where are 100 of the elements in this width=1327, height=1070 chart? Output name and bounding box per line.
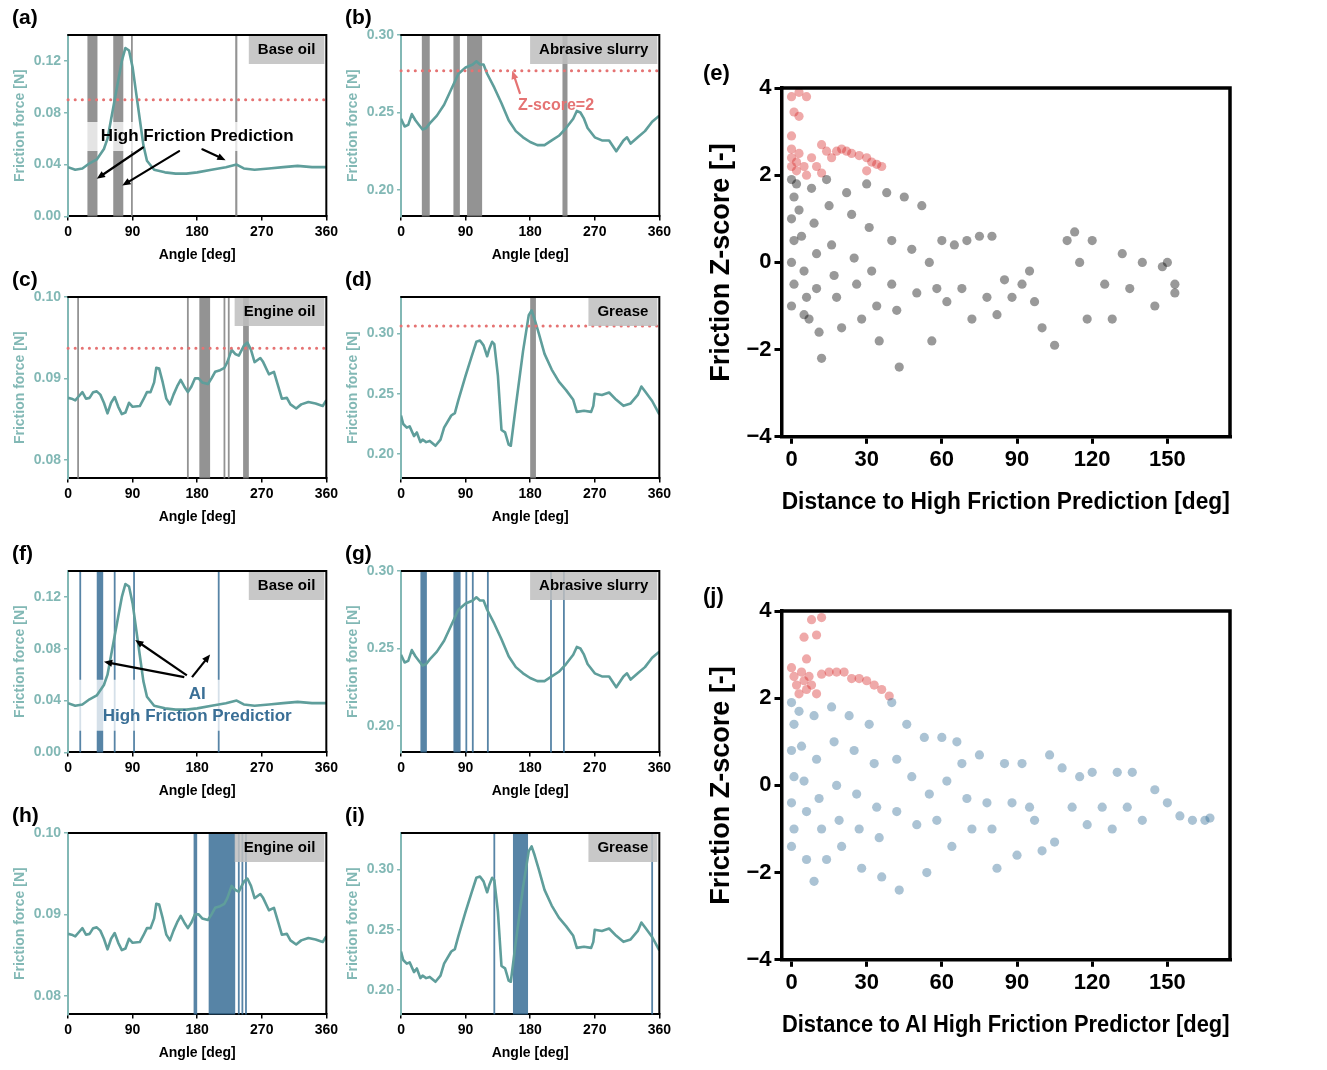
x-tick-label: 360 xyxy=(647,1020,672,1037)
x-tick-label: 60 xyxy=(929,446,955,472)
point xyxy=(799,632,809,642)
y-tick-label: 0.25 xyxy=(366,384,395,401)
x-tick-label: 0 xyxy=(397,1020,406,1037)
chart-title: (j) xyxy=(703,583,724,609)
point xyxy=(806,680,817,690)
y-tick-label: 0.09 xyxy=(33,369,62,386)
y-tick-label: 0.20 xyxy=(366,180,395,197)
point xyxy=(804,671,814,681)
x-tick-label: 270 xyxy=(250,1020,274,1037)
x-tick-label: 90 xyxy=(457,1020,474,1037)
y-axis-title: Friction force [N] xyxy=(344,605,361,719)
point xyxy=(786,92,797,102)
x-tick-label: 0 xyxy=(64,222,73,239)
point xyxy=(801,170,812,180)
point xyxy=(816,168,827,178)
x-tick-label: 0 xyxy=(397,484,406,501)
annotation: Engine oil xyxy=(243,838,316,856)
point xyxy=(862,166,872,176)
annotation: Grease xyxy=(597,302,649,320)
x-tick-label: 120 xyxy=(1073,969,1111,995)
point xyxy=(806,153,817,163)
x-tick-label: 270 xyxy=(583,758,607,775)
point xyxy=(816,669,827,679)
point xyxy=(816,612,827,623)
y-tick-label: 0.30 xyxy=(366,860,395,877)
x-tick-label: 180 xyxy=(185,1020,210,1037)
x-axis-title: Angle [deg] xyxy=(491,782,569,799)
y-tick-label: 4 xyxy=(759,74,773,100)
y-axis-title: Friction Z-score [-] xyxy=(704,143,735,382)
y-tick-label: 2 xyxy=(759,161,772,187)
x-axis-title: Distance to AI High Friction Predictor [deg] xyxy=(781,1010,1230,1038)
x-tick-label: 270 xyxy=(583,484,607,501)
x-tick-label: 60 xyxy=(929,969,955,995)
y-axis-title: Friction force [N] xyxy=(344,331,361,445)
point xyxy=(794,111,804,121)
y-tick-label: 0.30 xyxy=(366,324,395,341)
x-tick-label: 360 xyxy=(647,758,672,775)
x-tick-label: 0 xyxy=(397,222,406,239)
x-tick-label: 90 xyxy=(124,1020,141,1037)
y-tick-label: −4 xyxy=(746,945,773,971)
y-tick-label: 0.25 xyxy=(366,639,395,656)
x-tick-label: 0 xyxy=(397,758,406,775)
y-tick-label: −4 xyxy=(746,422,773,448)
x-tick-label: 0 xyxy=(785,969,798,995)
y-tick-label: 0.20 xyxy=(366,445,395,462)
chart-title: (a) xyxy=(12,5,38,29)
x-tick-label: 360 xyxy=(314,222,339,239)
point xyxy=(847,673,857,684)
x-tick-label: 0 xyxy=(64,758,73,775)
y-axis-title: Friction force [N] xyxy=(11,331,28,445)
x-tick-label: 360 xyxy=(647,222,672,239)
x-tick-label: 90 xyxy=(124,484,141,501)
annotation: Abrasive slurry xyxy=(539,40,649,58)
x-axis-title: Angle [deg] xyxy=(491,246,569,263)
chart-title: (f) xyxy=(12,541,33,565)
point xyxy=(877,684,887,695)
annotation: Engine oil xyxy=(243,302,316,320)
point xyxy=(796,667,807,677)
annotation: AI xyxy=(188,684,206,704)
y-tick-label: 0.08 xyxy=(33,450,62,467)
point xyxy=(801,654,812,664)
point xyxy=(791,157,802,167)
y-tick-label: 0.04 xyxy=(33,155,62,172)
point xyxy=(827,153,837,163)
chart-title: (i) xyxy=(345,803,365,827)
x-axis-title: Angle [deg] xyxy=(158,1044,236,1061)
point xyxy=(877,161,887,172)
y-tick-label: 0.00 xyxy=(33,207,62,224)
chart-title: (b) xyxy=(345,5,372,29)
point xyxy=(821,146,832,156)
y-tick-label: 4 xyxy=(759,597,773,623)
y-tick-label: 0.25 xyxy=(366,920,395,937)
point xyxy=(801,92,812,102)
y-tick-label: 0.04 xyxy=(33,691,62,708)
x-tick-label: 180 xyxy=(185,222,210,239)
y-axis-title: Friction force [N] xyxy=(11,69,28,183)
point xyxy=(811,630,822,640)
x-tick-label: 90 xyxy=(124,222,141,239)
annotation: High Friction Predictior xyxy=(102,705,293,725)
annotation: Abrasive slurry xyxy=(539,576,649,594)
point xyxy=(811,689,822,699)
x-tick-label: 360 xyxy=(647,484,672,501)
x-tick-label: 180 xyxy=(518,1020,543,1037)
x-tick-label: 90 xyxy=(457,484,474,501)
y-tick-label: −2 xyxy=(746,858,772,884)
point xyxy=(791,166,802,176)
y-tick-label: 2 xyxy=(759,684,772,710)
x-tick-label: 270 xyxy=(583,222,607,239)
annotation: Grease xyxy=(597,838,649,856)
x-tick-label: 90 xyxy=(1004,446,1030,472)
y-tick-label: 0.12 xyxy=(33,51,62,68)
x-tick-label: 360 xyxy=(314,484,339,501)
x-tick-label: 270 xyxy=(250,222,274,239)
x-tick-label: 150 xyxy=(1149,446,1186,472)
x-axis-title: Angle [deg] xyxy=(491,1044,569,1061)
x-axis-title: Distance to High Friction Prediction [deg] xyxy=(781,487,1230,515)
point xyxy=(791,680,802,690)
y-axis-title: Friction force [N] xyxy=(11,605,28,719)
